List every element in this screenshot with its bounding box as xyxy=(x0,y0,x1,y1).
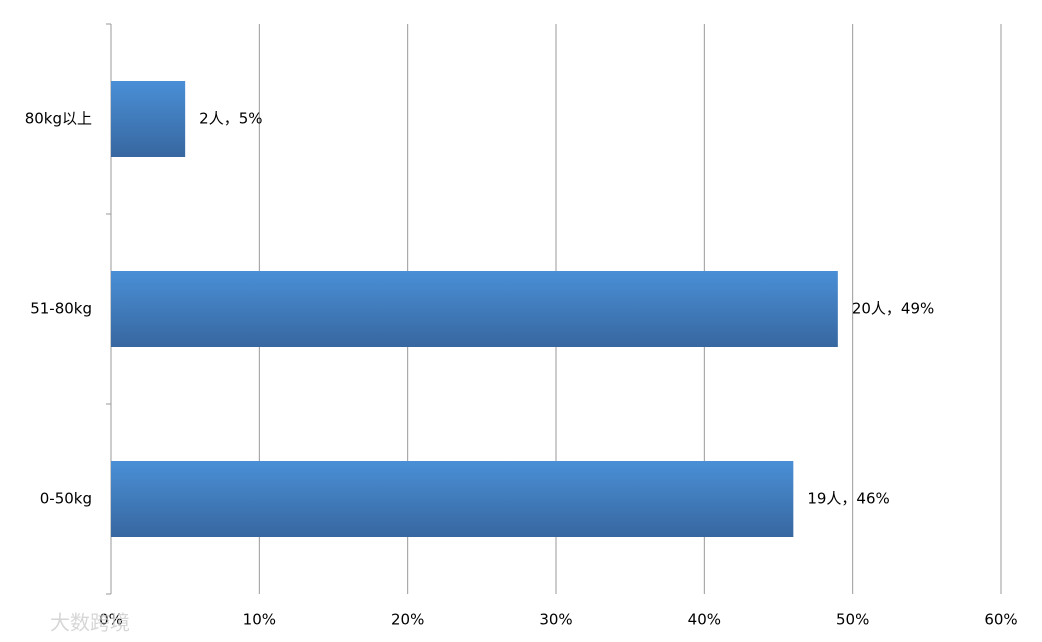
watermark: 大数跨境 xyxy=(50,611,130,635)
x-tick-label: 50% xyxy=(836,611,869,629)
x-tick-label: 20% xyxy=(391,611,424,629)
x-tick-label: 0% xyxy=(99,611,123,629)
plot: 0-50kg 19人，46% 51-80kg 20人，49% 80kg以上 2人，5% xyxy=(25,81,934,537)
x-tick-label: 40% xyxy=(688,611,721,629)
y-tick-label: 0-50kg xyxy=(40,490,92,508)
value-label: 19人，46% xyxy=(807,490,889,508)
x-tick-label: 60% xyxy=(984,611,1017,629)
y-tick-label: 80kg以上 xyxy=(25,110,92,128)
x-tick-label: 30% xyxy=(539,611,572,629)
value-label: 20人，49% xyxy=(852,300,934,318)
y-tick-label: 51-80kg xyxy=(30,300,92,318)
value-label: 2人，5% xyxy=(199,110,262,128)
bar xyxy=(111,271,838,347)
x-tick-label: 10% xyxy=(243,611,276,629)
bar xyxy=(111,81,186,157)
bar xyxy=(111,461,794,537)
